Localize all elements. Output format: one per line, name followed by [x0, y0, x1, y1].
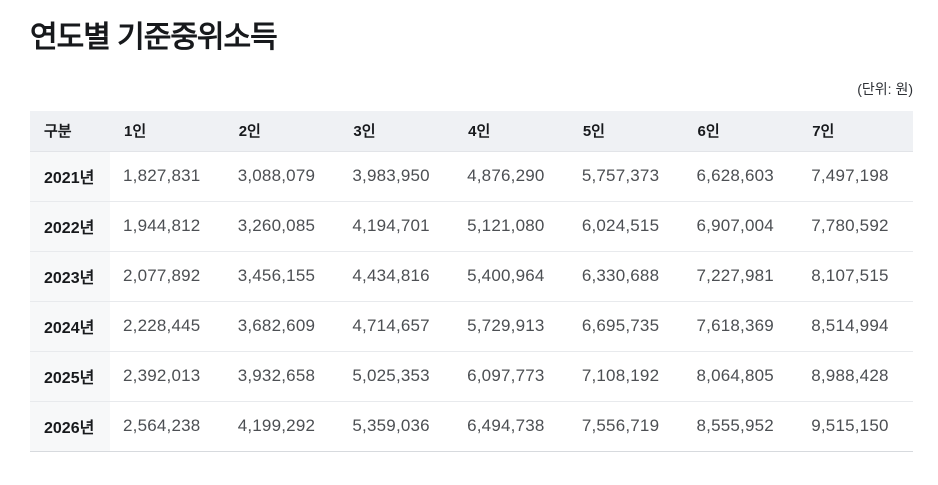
table-row: 2024년 2,228,445 3,682,609 4,714,657 5,729,91…: [30, 301, 913, 352]
value-cell: 6,330,688: [568, 251, 684, 302]
value-cell: 3,456,155: [224, 251, 340, 302]
value-cell: 6,907,004: [683, 201, 799, 252]
value-cell: 5,757,373: [568, 151, 684, 202]
value-cell: 2,077,892: [110, 251, 225, 302]
row-label: 2025년: [30, 351, 110, 402]
column-header: 구분: [30, 111, 110, 152]
column-header: 6인: [683, 111, 799, 152]
value-cell: 1,827,831: [110, 151, 225, 202]
unit-note: (단위: 원): [857, 81, 913, 97]
value-cell: 3,682,609: [224, 301, 340, 352]
table-header: 구분 1인 2인 3인 4인 5인 6인 7인: [30, 111, 913, 152]
row-label: 2026년: [30, 401, 110, 452]
table-header-row: 구분 1인 2인 3인 4인 5인 6인 7인: [30, 111, 913, 152]
table-row: 2022년 1,944,812 3,260,085 4,194,701 5,121,08…: [30, 201, 913, 252]
table-body: 2021년 1,827,831 3,088,079 3,983,950 4,876,29…: [30, 151, 913, 452]
row-label: 2023년: [30, 251, 110, 302]
column-header: 2인: [224, 111, 340, 152]
value-cell: 8,988,428: [798, 351, 913, 402]
row-label: 2022년: [30, 201, 110, 252]
row-label: 2021년: [30, 151, 110, 202]
value-cell: 5,025,353: [339, 351, 455, 402]
value-cell: 1,944,812: [110, 201, 225, 252]
value-cell: 7,618,369: [683, 301, 799, 352]
value-cell: 7,108,192: [568, 351, 684, 402]
column-header: 5인: [568, 111, 684, 152]
value-cell: 8,555,952: [683, 401, 799, 452]
table-row: 2021년 1,827,831 3,088,079 3,983,950 4,876,29…: [30, 151, 913, 202]
value-cell: 6,097,773: [454, 351, 569, 402]
column-header: 1인: [110, 111, 225, 152]
value-cell: 2,564,238: [110, 401, 225, 452]
value-cell: 3,260,085: [224, 201, 340, 252]
value-cell: 9,515,150: [798, 401, 913, 452]
value-cell: 6,024,515: [568, 201, 684, 252]
value-cell: 5,729,913: [454, 301, 569, 352]
value-cell: 4,199,292: [224, 401, 340, 452]
page-title: 연도별 기준중위소득: [30, 21, 278, 54]
value-cell: 6,695,735: [568, 301, 684, 352]
column-header: 4인: [454, 111, 569, 152]
table-row: 2025년 2,392,013 3,932,658 5,025,353 6,097,77…: [30, 351, 913, 402]
column-header: 3인: [339, 111, 455, 152]
value-cell: 5,121,080: [454, 201, 569, 252]
value-cell: 4,876,290: [454, 151, 569, 202]
row-label: 2024년: [30, 301, 110, 352]
value-cell: 5,400,964: [454, 251, 569, 302]
value-cell: 3,088,079: [224, 151, 340, 202]
value-cell: 2,228,445: [110, 301, 225, 352]
table-row: 2026년 2,564,238 4,199,292 5,359,036 6,494,73…: [30, 401, 913, 452]
median-income-table: 구분 1인 2인 3인 4인 5인 6인 7인 2021년 1,827,831 3,088,079…: [30, 111, 913, 452]
value-cell: 3,932,658: [224, 351, 340, 402]
value-cell: 4,194,701: [339, 201, 455, 252]
value-cell: 4,434,816: [339, 251, 455, 302]
value-cell: 6,628,603: [683, 151, 799, 202]
table-row: 2023년 2,077,892 3,456,155 4,434,816 5,400,96…: [30, 251, 913, 302]
column-header: 7인: [798, 111, 913, 152]
value-cell: 4,714,657: [339, 301, 455, 352]
value-cell: 8,107,515: [798, 251, 913, 302]
value-cell: 3,983,950: [339, 151, 455, 202]
value-cell: 7,780,592: [798, 201, 913, 252]
value-cell: 8,514,994: [798, 301, 913, 352]
page: 연도별 기준중위소득 (단위: 원) 구분 1인 2인 3인 4인 5인 6인 7인 2021…: [0, 21, 938, 452]
value-cell: 7,556,719: [568, 401, 684, 452]
value-cell: 7,497,198: [798, 151, 913, 202]
value-cell: 6,494,738: [454, 401, 569, 452]
value-cell: 8,064,805: [683, 351, 799, 402]
value-cell: 5,359,036: [339, 401, 455, 452]
value-cell: 2,392,013: [110, 351, 225, 402]
value-cell: 7,227,981: [683, 251, 799, 302]
